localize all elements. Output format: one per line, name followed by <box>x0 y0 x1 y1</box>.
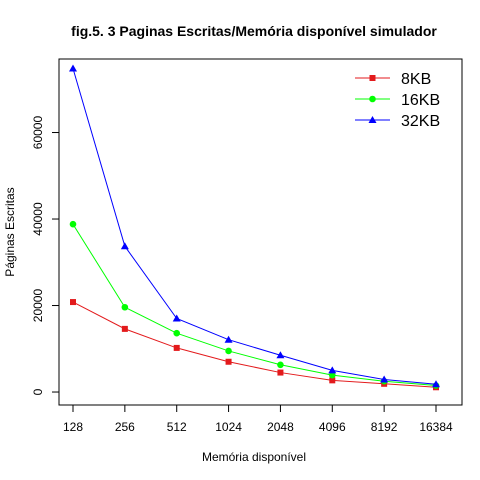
data-point <box>121 303 129 311</box>
data-point <box>70 299 76 306</box>
y-tick-label: 40000 <box>31 202 45 236</box>
y-axis: 0 20000 40000 60000 <box>31 116 60 395</box>
x-tick-label: 512 <box>167 420 187 434</box>
chart-title: fig.5. 3 Paginas Escritas/Memória dispon… <box>71 23 437 39</box>
legend-label: 16KB <box>401 92 440 109</box>
legend: 8KB 16KB 32KB <box>355 71 440 130</box>
x-axis-label: Memória disponível <box>202 450 306 464</box>
data-point <box>69 64 77 72</box>
legend-label: 8KB <box>401 71 431 88</box>
data-point <box>173 329 181 337</box>
x-tick-label: 1024 <box>215 420 242 434</box>
y-tick-label: 20000 <box>31 289 45 323</box>
data-point <box>380 375 389 383</box>
data-point <box>328 371 336 379</box>
data-point <box>224 335 233 343</box>
y-axis-label: Páginas Escritas <box>3 187 17 276</box>
x-tick-label: 128 <box>63 420 83 434</box>
series-line <box>72 223 437 387</box>
data-point <box>69 220 77 228</box>
data-point <box>120 242 129 250</box>
y-tick-label: 0 <box>31 388 45 395</box>
x-tick-label: 4096 <box>319 420 346 434</box>
legend-marker <box>368 116 377 123</box>
data-point <box>225 358 232 365</box>
legend-marker <box>369 95 376 103</box>
data-point <box>276 351 285 359</box>
x-tick-label: 8192 <box>371 420 398 434</box>
y-tick-label: 60000 <box>31 116 45 150</box>
data-point <box>328 366 337 374</box>
data-point <box>277 369 284 376</box>
series-line <box>72 68 437 385</box>
data-point <box>173 344 180 351</box>
x-tick-label: 256 <box>115 420 135 434</box>
data-point <box>225 347 232 355</box>
data-point <box>172 314 181 322</box>
x-tick-label: 2048 <box>267 420 294 434</box>
x-axis: 128 256 512 1024 2048 4096 8192 16384 <box>63 404 453 434</box>
x-tick-label: 16384 <box>419 420 453 434</box>
series-line <box>72 301 437 388</box>
data-point <box>121 325 128 332</box>
data-point <box>432 380 440 388</box>
legend-marker <box>369 75 376 81</box>
legend-label: 32KB <box>401 113 440 130</box>
plot-frame <box>58 58 463 406</box>
series-layer <box>69 64 440 391</box>
data-point <box>277 361 284 369</box>
data-point <box>329 377 336 384</box>
